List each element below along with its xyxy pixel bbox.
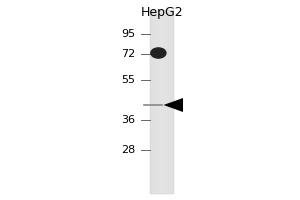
Text: HepG2: HepG2 [141,6,184,19]
Bar [154,10,155,194]
Bar [168,10,169,194]
Bar [169,10,170,194]
Bar [151,10,152,194]
Text: 55: 55 [121,75,135,85]
Bar [165,10,166,194]
Bar [164,10,165,194]
Bar [167,10,168,194]
Bar [159,10,160,194]
Text: 95: 95 [121,29,135,39]
Bar [158,10,159,194]
Bar [166,10,167,194]
Text: 36: 36 [121,115,135,125]
Ellipse shape [150,47,167,59]
Bar [152,10,153,194]
Bar [171,10,172,194]
Bar [160,10,161,194]
Text: 28: 28 [121,145,135,155]
Bar [155,10,156,194]
Bar [170,10,171,194]
Bar [157,10,158,194]
Bar [172,10,173,194]
Text: 72: 72 [121,49,135,59]
Bar [162,10,163,194]
Bar [161,10,162,194]
Polygon shape [164,98,183,112]
Bar [150,10,151,194]
Bar [163,10,164,194]
Bar [150,10,174,194]
Bar [173,10,174,194]
Bar [156,10,157,194]
Bar [160,10,161,194]
Bar [153,10,154,194]
